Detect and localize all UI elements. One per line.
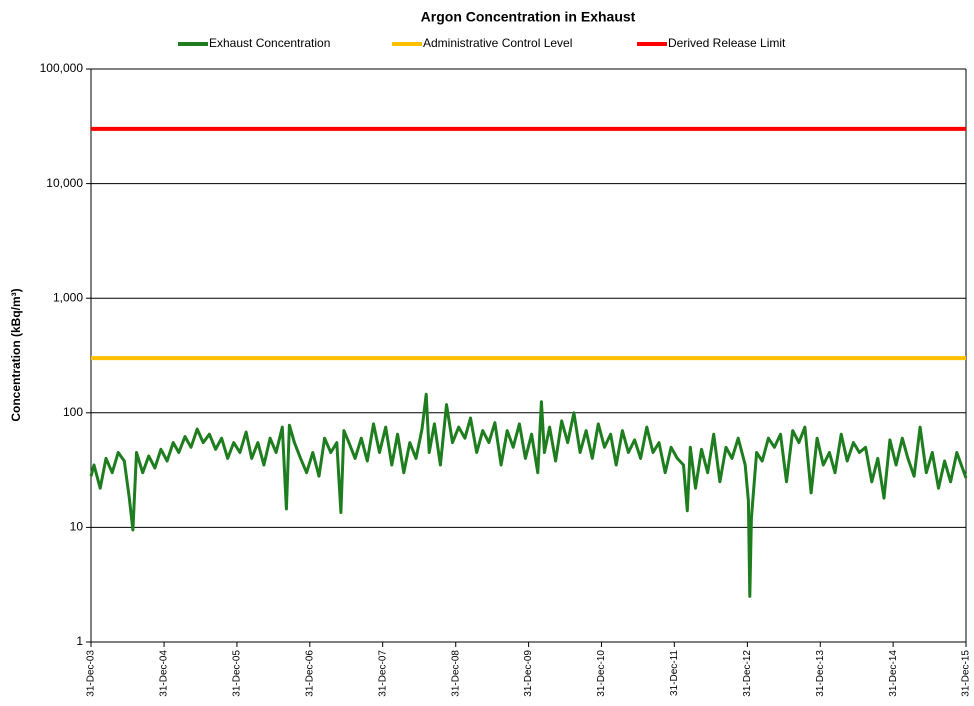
legend-label: Exhaust Concentration — [209, 36, 330, 50]
y-tick-label: 100 — [63, 405, 83, 419]
chart-title: Argon Concentration in Exhaust — [421, 9, 636, 25]
legend-item: Exhaust Concentration — [178, 36, 330, 50]
legend-label: Administrative Control Level — [423, 36, 572, 50]
y-tick-label: 10 — [70, 520, 84, 534]
legend-label: Derived Release Limit — [668, 36, 786, 50]
x-tick-label: 31-Dec-09 — [523, 650, 534, 697]
x-tick-label: 31-Dec-13 — [815, 650, 826, 697]
x-tick-label: 31-Dec-03 — [86, 650, 97, 697]
x-tick-label: 31-Dec-06 — [304, 650, 315, 697]
y-tick-label: 1 — [76, 634, 83, 648]
x-tick-label: 31-Dec-12 — [742, 650, 753, 697]
legend-item: Derived Release Limit — [637, 36, 786, 50]
x-tick-label: 31-Dec-04 — [159, 650, 170, 697]
legend: Exhaust Concentration Administrative Cont… — [178, 36, 786, 50]
x-tick-label: 31-Dec-15 — [961, 650, 972, 697]
legend-item: Administrative Control Level — [392, 36, 572, 50]
x-tick-label: 31-Dec-11 — [669, 650, 680, 696]
x-tick-label: 31-Dec-10 — [596, 650, 607, 697]
series-line — [89, 392, 968, 598]
grid: 1 10 100 1,000 10,000 100,000 31-Dec-03 31-Dec-… — [40, 61, 972, 697]
x-tick-label: 31-Dec-08 — [450, 650, 461, 697]
y-tick-label: 1,000 — [53, 290, 83, 304]
x-tick-label: 31-Dec-05 — [232, 650, 243, 697]
x-tick-label: 31-Dec-14 — [888, 650, 899, 697]
y-tick-label: 100,000 — [40, 61, 84, 75]
plot-area — [89, 126, 968, 598]
y-axis-label: Concentration (kBq/m³) — [9, 288, 23, 421]
y-tick-label: 10,000 — [46, 176, 83, 190]
x-tick-label: 31-Dec-07 — [377, 650, 388, 697]
